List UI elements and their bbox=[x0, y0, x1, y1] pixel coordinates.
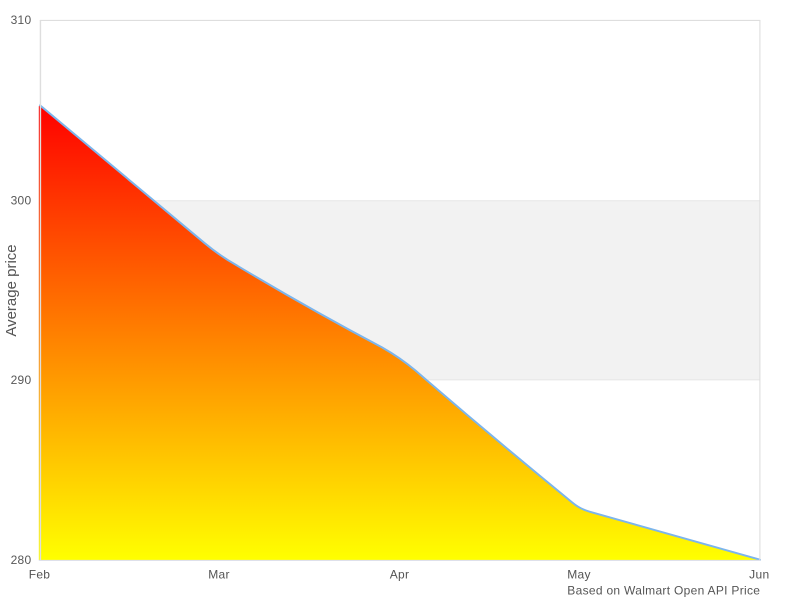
svg-text:Based on Walmart Open API Pric: Based on Walmart Open API Price bbox=[567, 584, 760, 598]
svg-text:290: 290 bbox=[11, 373, 32, 387]
svg-text:280: 280 bbox=[11, 553, 32, 567]
svg-text:310: 310 bbox=[11, 13, 32, 27]
svg-text:Mar: Mar bbox=[208, 568, 230, 582]
svg-text:300: 300 bbox=[11, 194, 32, 208]
svg-text:Feb: Feb bbox=[29, 568, 51, 582]
svg-text:Average price: Average price bbox=[3, 244, 20, 336]
svg-text:Apr: Apr bbox=[390, 568, 410, 582]
svg-text:Jun: Jun bbox=[749, 568, 769, 582]
svg-text:May: May bbox=[567, 568, 591, 582]
